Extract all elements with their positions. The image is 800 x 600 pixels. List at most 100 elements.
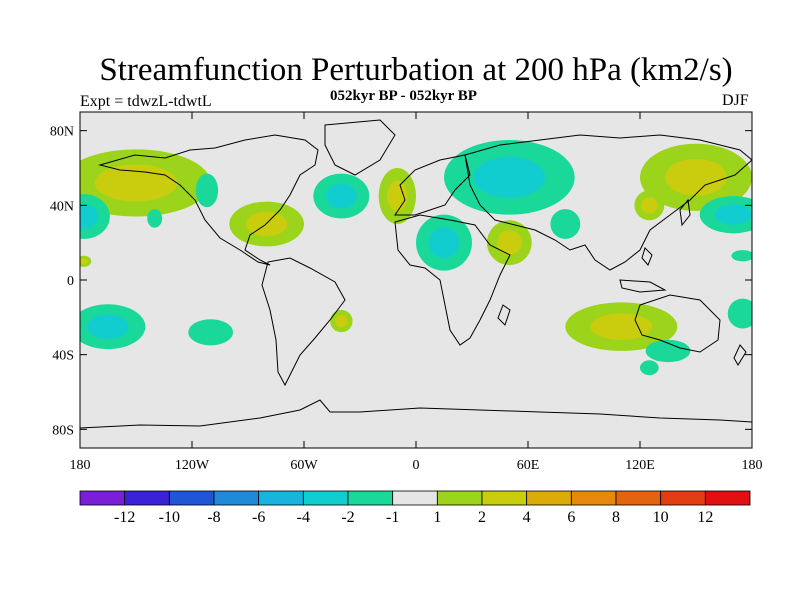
anomaly-north-atlantic-negative (313, 173, 370, 219)
colorbar-label: 4 (523, 509, 531, 526)
anomaly-central-asia-negative (550, 209, 581, 239)
anomaly-contour (550, 209, 581, 239)
anomaly-africa-negative (416, 214, 472, 271)
colorbar-swatch (570, 490, 617, 506)
anomaly-core (325, 183, 357, 209)
x-tick-label: 180 (70, 458, 91, 473)
coast-antarctica (80, 399, 752, 429)
colorbar-swatch (704, 490, 751, 506)
anomaly-east-asia-positive (634, 190, 665, 221)
colorbar-label: -4 (297, 509, 310, 526)
y-tick-label: 80N (50, 125, 74, 140)
colorbar-swatch (481, 490, 528, 506)
colorbar-label: 10 (653, 509, 669, 526)
coast-asia (464, 134, 752, 271)
anomaly-core (87, 314, 129, 339)
colorbar-label: 6 (567, 509, 575, 526)
anomaly-eurasia-negative (444, 140, 575, 215)
anomaly-core (665, 158, 727, 196)
colorbar-swatch (660, 490, 706, 506)
coast-north-america (98, 134, 319, 266)
x-tick-label: 120W (175, 458, 210, 473)
anomaly-core (387, 180, 408, 212)
anomaly-tasman-negative (640, 360, 659, 376)
x-tick-label: 0 (413, 458, 420, 473)
coastlines (80, 119, 752, 429)
coast-australia (634, 294, 721, 353)
anomaly-core (94, 164, 178, 202)
y-tick-label: 80S (52, 423, 74, 438)
anomaly-contour (188, 319, 234, 346)
x-tick-label: 60E (517, 458, 540, 473)
colorbar-swatch (213, 490, 260, 506)
colorbar-swatch (168, 490, 215, 506)
coast-indonesia (619, 279, 667, 293)
x-tick-label: 180 (742, 458, 763, 473)
coast-philippines (641, 247, 653, 266)
anomaly-australia-positive (565, 302, 678, 351)
anomaly-contour (147, 209, 163, 228)
anomaly-south-pacific-west-negative (727, 298, 752, 329)
anomaly-east-of-japan-negative (699, 196, 752, 234)
colorbar-label: -2 (341, 509, 354, 526)
colorbar-swatch (124, 490, 170, 506)
x-tick-label: 60W (290, 458, 318, 473)
anomaly-northwest-pacific-positive (640, 143, 752, 211)
colorbar-swatch (436, 490, 483, 506)
colorbar-label: -1 (386, 509, 399, 526)
anomaly-core (335, 314, 348, 328)
x-tick-label: 120E (625, 458, 655, 473)
anomaly-core (428, 227, 460, 259)
colorbar-label: -10 (159, 509, 180, 526)
colorbar-label: -12 (114, 509, 135, 526)
coast-south-america (261, 257, 346, 387)
coast-new-zealand (733, 344, 747, 366)
anomaly-core (80, 204, 99, 229)
colorbar-swatch (79, 490, 126, 506)
anomaly-core (497, 230, 522, 255)
anomaly-dateline-equator-negative (731, 250, 752, 262)
anomaly-core (714, 204, 752, 225)
anomaly-core (80, 258, 88, 265)
coast-africa (394, 214, 511, 346)
colorbar-swatch (258, 490, 304, 506)
coast-europe (394, 154, 471, 216)
anomaly-west-pacific-negative (80, 194, 110, 239)
anomaly-north-pacific-east-negative (147, 209, 163, 228)
y-tick-label: 40N (50, 199, 74, 214)
colorbar-label: -8 (207, 509, 220, 526)
colorbar-label: 2 (478, 509, 486, 526)
plot-subtitle: 052kyr BP - 052kyr BP (330, 88, 477, 104)
anomaly-core (590, 313, 653, 341)
anomaly-contour (640, 360, 659, 376)
colorbar-swatch (392, 490, 438, 506)
coast-greenland (324, 119, 396, 176)
anomaly-contour (731, 250, 752, 262)
anomaly-contour (727, 298, 752, 329)
coast-japan (679, 198, 691, 227)
colorbar-swatch (615, 490, 662, 506)
colorbar: -12 -10 -8 -6 -4 -2 -1 1 2 4 6 8 10 12 (79, 490, 751, 526)
anomaly-south-pacific-central-negative (188, 319, 234, 346)
coast-madagascar (497, 304, 511, 326)
anomaly-contour (195, 173, 219, 208)
anomaly-australia-south-negative (645, 339, 691, 363)
season-label: DJF (722, 92, 749, 109)
anomaly-east-pacific-negative (195, 173, 219, 208)
anomaly-south-pacific-negative (80, 304, 146, 350)
anomaly-contour (645, 339, 691, 363)
y-tick-label: 0 (67, 274, 74, 289)
plot-title: Streamfunction Perturbation at 200 hPa (… (99, 52, 733, 88)
colorbar-label: 1 (433, 509, 441, 526)
colorbar-label: -6 (252, 509, 265, 526)
anomaly-east-pacific-equator-positive (80, 255, 92, 267)
map-panel: 180 120W 60W 0 60E 120E 180 80N 40N 0 40S 80S (50, 111, 763, 473)
colorbar-swatch (302, 490, 349, 506)
colorbar-label: 8 (612, 509, 620, 526)
anomaly-south-atlantic-positive (330, 309, 353, 333)
anomaly-core (641, 197, 658, 214)
anomaly-core (473, 156, 546, 198)
anomaly-western-europe-positive (378, 168, 417, 224)
experiment-label: Expt = tdwzL-tdwtL (80, 93, 212, 110)
